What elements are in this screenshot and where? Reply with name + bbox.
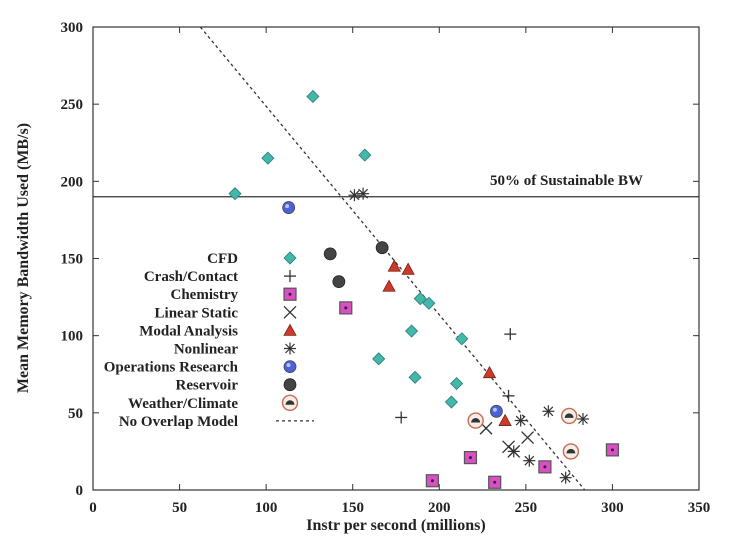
cfd-point	[228, 187, 242, 201]
modal-analysis-point	[482, 365, 497, 379]
legend-swatch-linear-static	[283, 305, 297, 319]
y-tick-label: 200	[61, 174, 84, 190]
cfd-point	[261, 151, 275, 165]
y-tick-label: 0	[76, 483, 84, 499]
nonlinear-point	[559, 471, 572, 484]
x-axis-title: Instr per second (millions)	[306, 517, 485, 534]
legend-swatch-reservoir	[283, 378, 297, 392]
legend-label-linear-static: Linear Static	[155, 305, 239, 321]
legend-swatch-crash-contact	[284, 270, 296, 283]
y-axis-ticks: 0 50 100 150 200 250 300	[61, 20, 699, 499]
chemistry-point	[339, 301, 353, 315]
legend: CFD Crash/Contact Chemistry Linear Static Mo…	[104, 251, 314, 430]
legend-label-crash-contact: Crash/Contact	[144, 269, 238, 285]
reservoir-point	[332, 275, 346, 289]
legend-label-chemistry: Chemistry	[171, 287, 239, 303]
cfd-point	[372, 352, 386, 366]
cfd-point	[422, 296, 436, 310]
x-tick-label: 0	[89, 500, 97, 516]
nonlinear-point	[514, 414, 527, 427]
crash-contact-point	[395, 411, 408, 424]
legend-label-modal-analysis: Modal Analysis	[139, 323, 238, 339]
legend-swatch-weather-climate	[281, 394, 299, 411]
weather-climate-point	[560, 407, 578, 425]
y-axis-title: Mean Memory Bandwidth Used (MB/s)	[15, 123, 32, 393]
chemistry-point	[538, 460, 552, 474]
nonlinear-point	[357, 187, 370, 200]
nonlinear-point	[523, 454, 536, 467]
nonlinear-point	[576, 413, 589, 426]
legend-label-weather-climate: Weather/Climate	[128, 396, 238, 412]
no-overlap-model-line	[199, 26, 586, 491]
x-tick-label: 200	[428, 500, 451, 516]
legend-label-cfd: CFD	[207, 251, 238, 267]
legend-label-operations-research: Operations Research	[104, 360, 239, 376]
y-tick-label: 250	[61, 97, 84, 113]
legend-label-reservoir: Reservoir	[176, 378, 239, 394]
cfd-point	[408, 370, 422, 384]
weather-climate-point	[467, 412, 484, 429]
x-tick-label: 50	[172, 500, 187, 516]
nonlinear-point	[542, 405, 555, 418]
weather-climate-point	[562, 443, 580, 460]
cfd-point	[450, 376, 464, 391]
reservoir-point	[323, 247, 337, 261]
y-tick-label: 150	[61, 252, 84, 268]
modal-analysis-point	[498, 413, 512, 426]
legend-swatch-modal-analysis	[283, 323, 297, 336]
chemistry-point	[463, 450, 478, 465]
legend-label-no-overlap-model: No Overlap Model	[119, 414, 238, 430]
legend-swatch-cfd	[283, 251, 297, 265]
cfd-point	[413, 292, 427, 306]
crash-contact-point	[502, 389, 515, 402]
modal-analysis-point	[382, 279, 396, 292]
operations-research-point	[282, 201, 296, 214]
x-tick-label: 300	[601, 500, 624, 516]
legend-label-nonlinear: Nonlinear	[174, 342, 239, 358]
modal-analysis-point	[387, 259, 401, 272]
cfd-point	[455, 332, 469, 346]
crash-contact-point	[504, 328, 517, 341]
legend-swatch-operations-research	[283, 360, 297, 374]
operations-research-point	[490, 404, 503, 418]
nonlinear-point	[507, 445, 520, 458]
cfd-point	[444, 395, 458, 409]
chemistry-point	[605, 443, 620, 457]
x-tick-label: 250	[515, 500, 538, 516]
y-tick-label: 100	[61, 329, 84, 345]
data-points	[228, 89, 620, 489]
y-tick-label: 300	[61, 20, 84, 36]
modal-analysis-point	[401, 262, 415, 275]
legend-swatch-chemistry	[283, 287, 297, 301]
cfd-point	[358, 148, 372, 162]
nonlinear-point	[348, 189, 361, 202]
x-tick-label: 350	[688, 500, 711, 516]
x-tick-label: 100	[255, 500, 278, 516]
cfd-point	[405, 324, 419, 338]
x-tick-label: 150	[341, 500, 364, 516]
legend-swatch-nonlinear	[284, 342, 296, 355]
cfd-point	[306, 89, 320, 104]
x-axis-ticks: 0 50 100 150 200 250 300 350	[89, 27, 710, 516]
reservoir-point	[375, 241, 389, 255]
y-tick-label: 50	[68, 406, 83, 422]
reference-line-label: 50% of Sustainable BW	[490, 173, 643, 189]
chemistry-point	[425, 474, 439, 488]
linear-static-point	[521, 431, 535, 444]
chemistry-point	[488, 475, 502, 489]
